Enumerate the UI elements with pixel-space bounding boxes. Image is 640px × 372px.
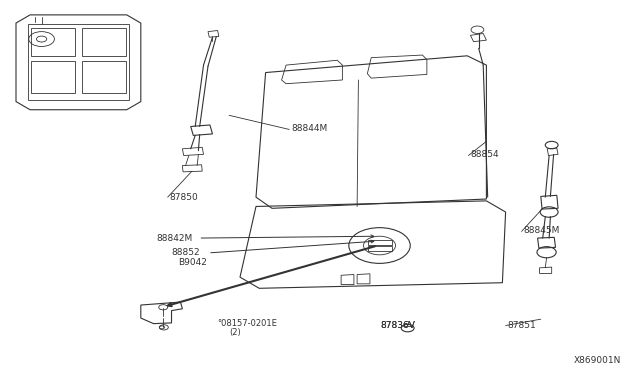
Text: 87836V: 87836V	[380, 321, 415, 330]
Text: 88845M: 88845M	[524, 226, 560, 235]
Text: 88844M: 88844M	[291, 124, 328, 133]
Text: 87836V: 87836V	[380, 321, 415, 330]
Text: (2): (2)	[229, 328, 241, 337]
Text: B9042: B9042	[178, 258, 207, 267]
Text: 88852: 88852	[172, 248, 200, 257]
Text: °08157-0201E: °08157-0201E	[218, 319, 278, 328]
Text: 88842M: 88842M	[157, 234, 193, 243]
Text: 88854: 88854	[470, 150, 499, 159]
Text: X869001N: X869001N	[573, 356, 621, 365]
Text: 87850: 87850	[170, 193, 198, 202]
Text: 87851: 87851	[508, 321, 536, 330]
